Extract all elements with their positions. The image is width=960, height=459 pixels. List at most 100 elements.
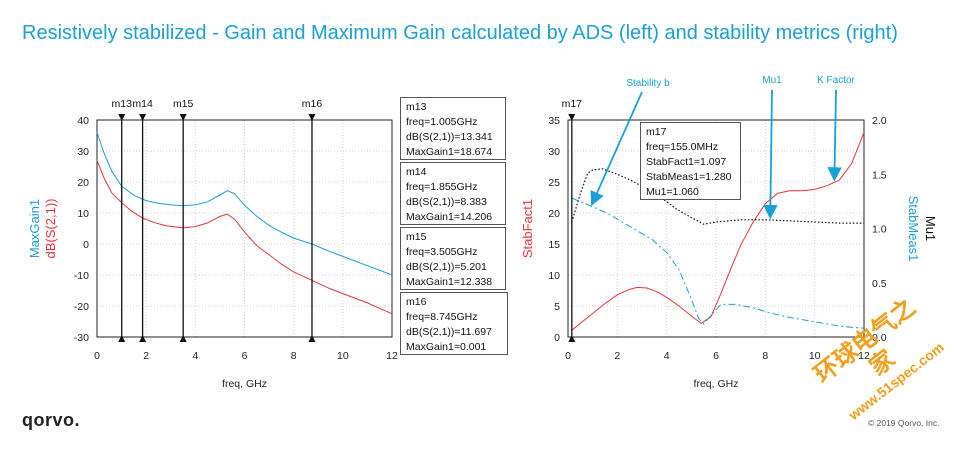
gain-series-db-s-2-1- — [96, 160, 393, 315]
marker-box-line: dB(S(2,1))=8.383 — [406, 196, 487, 208]
marker-box-line: freq=1.855GHz — [406, 181, 478, 193]
stability-ytick-label: 15 — [548, 239, 560, 251]
marker-box-line: MaxGain1=0.001 — [406, 341, 487, 353]
gain-marker-top-triangle — [308, 114, 316, 121]
gain-y-axis-label-maxgain: MaxGain1 — [27, 199, 42, 258]
stability-marker-bottom-triangle — [568, 335, 576, 342]
gain-marker-top-triangle — [139, 114, 147, 121]
gain-ytick-label: -30 — [74, 332, 89, 344]
gain-x-axis-label: freq, GHz — [222, 378, 267, 390]
marker-box-line: MaxGain1=12.338 — [406, 276, 493, 288]
gain-marker-label: m14 — [132, 98, 153, 110]
stability-xtick-label: 4 — [664, 350, 670, 362]
marker-box-line: m15 — [406, 231, 427, 243]
gain-marker-bottom-triangle — [308, 335, 316, 342]
stability-ytick-right-label: 1.0 — [872, 224, 887, 236]
marker-box-line: dB(S(2,1))=5.201 — [406, 261, 487, 273]
marker-box-line: freq=1.005GHz — [406, 116, 478, 128]
stability-series-mu1 — [571, 168, 864, 225]
stability-ytick-label: 20 — [548, 208, 560, 220]
stability-y-axis-label-mu: Mu1 — [923, 216, 938, 241]
marker-box-m13: m13 freq=1.005GHz dB(S(2,1))=13.341 MaxGain… — [400, 97, 506, 160]
gain-xtick-label: 12 — [386, 350, 398, 362]
stability-ytick-label: 25 — [548, 177, 560, 189]
gain-marker-label: m15 — [173, 98, 194, 110]
marker-box-line: MaxGain1=14.206 — [406, 211, 493, 223]
gain-chart: -30 -20 -10 0 10 20 30 40 0 2 4 6 8 10 12 freq, GHz MaxG… — [27, 98, 398, 390]
stability-ytick-label: 10 — [548, 270, 560, 282]
stability-annotation-arrow — [763, 89, 778, 220]
marker-box-line: m16 — [406, 296, 427, 308]
marker-box-m17: m17 freq=155.0MHz StabFact1=1.097 StabMeas1… — [640, 122, 741, 200]
stability-annotation-label: K Factor — [817, 75, 855, 86]
gain-marker-label: m13 — [111, 98, 132, 110]
marker-box-line: freq=155.0MHz — [646, 141, 719, 153]
page-title: Resistively stabilized - Gain and Maximu… — [22, 22, 898, 44]
gain-ytick-label: -10 — [74, 270, 89, 282]
gain-ytick-label: 20 — [77, 177, 89, 189]
gain-plot-frame — [96, 119, 393, 338]
stability-xtick-label: 6 — [713, 350, 719, 362]
stability-y-axis-label-stabmeas: StabMeas1 — [906, 196, 921, 262]
marker-box-line: dB(S(2,1))=11.697 — [406, 326, 492, 338]
stability-y-axis-label-stabfact: StabFact1 — [520, 199, 535, 258]
stability-xtick-label: 2 — [614, 350, 620, 362]
gain-xtick-label: 6 — [242, 350, 248, 362]
stability-ytick-label: 30 — [548, 146, 560, 158]
marker-box-line: StabFact1=1.097 — [646, 156, 727, 168]
stability-ytick-right-label: 0.0 — [872, 332, 887, 344]
stability-marker-label: m17 — [562, 98, 583, 110]
stability-ytick-label: 35 — [548, 115, 560, 127]
gain-ytick-label: 40 — [77, 115, 89, 127]
marker-box-line: dB(S(2,1))=13.341 — [406, 131, 493, 143]
stability-xtick-label: 10 — [809, 350, 821, 362]
copyright-notice: © 2019 Qorvo, Inc. — [868, 418, 940, 428]
marker-box-line: StabMeas1=1.280 — [646, 171, 732, 183]
marker-box-line: MaxGain1=18.674 — [406, 146, 493, 158]
gain-marker-bottom-triangle — [139, 335, 147, 342]
marker-box-line: freq=8.745GHz — [406, 311, 478, 323]
gain-series-maxgain1 — [96, 132, 393, 276]
stability-xtick-label: 12 — [858, 350, 870, 362]
stability-xtick-label: 8 — [762, 350, 768, 362]
stability-plot-frame — [567, 119, 865, 338]
gain-marker-bottom-triangle — [179, 335, 187, 342]
marker-box-line: m14 — [406, 166, 427, 178]
stability-ytick-label: 0 — [554, 332, 560, 344]
gain-ytick-label: -20 — [74, 301, 89, 313]
stability-annotation-label: Stability b — [626, 78, 670, 89]
stability-annotation-label: Mu1 — [762, 75, 782, 86]
stability-series-stabmeas1 — [571, 197, 865, 329]
gain-ytick-label: 30 — [77, 146, 89, 158]
gain-marker-bottom-triangle — [118, 335, 126, 342]
stability-xtick-label: 0 — [565, 350, 571, 362]
gain-xtick-label: 10 — [337, 350, 349, 362]
marker-box-m15: m15 freq=3.505GHz dB(S(2,1))=5.201 MaxGain1… — [400, 227, 506, 290]
gain-y-axis-label-s21: dB(S(2,1)) — [43, 199, 58, 259]
qorvo-logo: qorvo. — [22, 410, 81, 430]
marker-box-line: m17 — [646, 126, 667, 138]
marker-box-m16: m16 freq=8.745GHz dB(S(2,1))=11.697 MaxGain… — [400, 292, 508, 355]
stability-series-stabfact1 — [571, 132, 865, 331]
stability-ytick-right-label: 0.5 — [872, 278, 887, 290]
stability-ytick-label: 5 — [554, 301, 560, 313]
marker-box-line: Mu1=1.060 — [646, 186, 699, 198]
gain-marker-top-triangle — [118, 114, 126, 121]
gain-xtick-label: 2 — [143, 350, 149, 362]
stability-ytick-right-label: 2.0 — [872, 115, 887, 127]
marker-box-m14: m14 freq=1.855GHz dB(S(2,1))=8.383 MaxGain1… — [400, 162, 506, 225]
stability-annotation-arrow — [590, 91, 643, 207]
stability-ytick-right-label: 1.5 — [872, 169, 887, 181]
gain-xtick-label: 8 — [291, 350, 297, 362]
gain-ytick-label: 0 — [83, 239, 89, 251]
gain-marker-label: m16 — [302, 98, 323, 110]
gain-xtick-label: 0 — [94, 350, 100, 362]
gain-xtick-label: 4 — [192, 350, 198, 362]
gain-ytick-label: 10 — [77, 208, 89, 220]
stability-x-axis-label: freq, GHz — [694, 378, 739, 390]
marker-box-line: freq=3.505GHz — [406, 246, 478, 258]
stability-marker-top-triangle — [568, 114, 576, 121]
marker-box-line: m13 — [406, 101, 427, 113]
stability-annotation-arrow — [827, 89, 842, 182]
